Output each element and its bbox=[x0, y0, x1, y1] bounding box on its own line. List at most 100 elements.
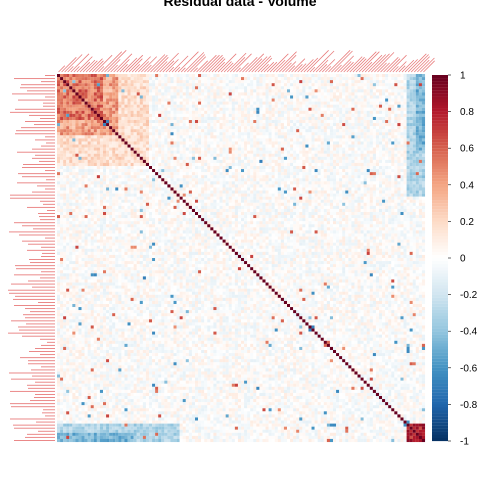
heatmap-cell bbox=[155, 83, 159, 87]
heatmap-cell bbox=[210, 107, 214, 111]
row-label bbox=[17, 151, 55, 153]
heatmap-cell bbox=[112, 120, 116, 124]
heatmap-cell bbox=[311, 113, 315, 117]
heatmap-cell bbox=[87, 184, 91, 188]
heatmap-cell bbox=[115, 190, 119, 194]
heatmap-cell bbox=[63, 178, 67, 182]
heatmap-cell bbox=[299, 98, 303, 102]
heatmap-cell bbox=[158, 156, 162, 160]
heatmap-cell bbox=[259, 144, 263, 148]
heatmap-cell bbox=[152, 178, 156, 182]
heatmap-cell bbox=[106, 120, 110, 124]
column-label bbox=[226, 52, 247, 73]
heatmap-cell bbox=[244, 178, 248, 182]
heatmap-cell bbox=[287, 159, 291, 163]
heatmap-cell bbox=[173, 138, 177, 142]
heatmap-cell bbox=[317, 123, 321, 127]
heatmap-cell bbox=[225, 172, 229, 176]
heatmap-cell bbox=[283, 86, 288, 90]
heatmap-cell bbox=[241, 132, 245, 136]
heatmap-cell bbox=[161, 175, 165, 179]
heatmap-cell bbox=[369, 159, 373, 163]
heatmap-cell bbox=[369, 190, 373, 194]
heatmap-cell bbox=[60, 80, 64, 84]
heatmap-cell bbox=[415, 86, 419, 90]
heatmap-cell bbox=[106, 187, 110, 191]
heatmap-cell bbox=[250, 83, 254, 87]
heatmap-cell bbox=[271, 166, 275, 170]
heatmap-cell bbox=[326, 98, 330, 102]
heatmap-cell bbox=[231, 162, 235, 167]
row-label bbox=[42, 412, 55, 414]
heatmap-cell bbox=[265, 144, 269, 148]
heatmap-cell bbox=[201, 147, 205, 151]
heatmap-cell bbox=[222, 166, 226, 170]
heatmap-cell bbox=[379, 150, 383, 154]
heatmap-cell bbox=[388, 120, 392, 124]
heatmap-cell bbox=[241, 129, 245, 133]
heatmap-cell bbox=[87, 162, 91, 167]
heatmap-cell bbox=[385, 126, 389, 130]
heatmap-cell bbox=[394, 120, 398, 124]
heatmap-cell bbox=[409, 120, 413, 124]
heatmap-cell bbox=[403, 116, 407, 121]
heatmap-cell bbox=[372, 175, 376, 179]
heatmap-cell bbox=[369, 138, 373, 142]
heatmap-cell bbox=[336, 153, 340, 157]
heatmap-cell bbox=[305, 141, 309, 145]
heatmap-cell bbox=[385, 132, 389, 136]
heatmap-cell bbox=[305, 129, 309, 133]
heatmap-cell bbox=[394, 110, 398, 114]
heatmap-cell bbox=[329, 77, 334, 81]
heatmap-cell bbox=[317, 181, 321, 185]
heatmap-cell bbox=[81, 74, 85, 78]
heatmap-cell bbox=[342, 95, 346, 99]
heatmap-cell bbox=[363, 166, 367, 170]
heatmap-cell bbox=[397, 110, 401, 114]
heatmap-cell bbox=[283, 144, 288, 148]
heatmap-cell bbox=[305, 77, 309, 81]
heatmap-cell bbox=[133, 159, 137, 163]
heatmap-cell bbox=[188, 184, 192, 188]
heatmap-cell bbox=[293, 184, 297, 188]
heatmap-cell bbox=[363, 135, 367, 139]
heatmap-cell bbox=[296, 162, 300, 167]
heatmap-cell bbox=[357, 169, 361, 173]
heatmap-cell bbox=[259, 166, 263, 170]
heatmap-cell bbox=[185, 153, 189, 157]
heatmap-cell bbox=[155, 135, 159, 139]
heatmap-cell bbox=[133, 116, 137, 121]
heatmap-cell bbox=[271, 129, 275, 133]
heatmap-cell bbox=[247, 172, 251, 176]
heatmap-cell bbox=[195, 116, 199, 121]
heatmap-cell bbox=[81, 104, 85, 108]
heatmap-cell bbox=[280, 116, 284, 121]
heatmap-cell bbox=[348, 132, 352, 136]
heatmap-cell bbox=[225, 187, 229, 191]
heatmap-cell bbox=[237, 120, 242, 124]
heatmap-cell bbox=[388, 162, 392, 167]
heatmap-cell bbox=[96, 107, 100, 111]
heatmap-cell bbox=[351, 74, 355, 78]
column-label bbox=[383, 57, 399, 73]
heatmap-cell bbox=[195, 166, 199, 170]
heatmap-cell bbox=[78, 166, 82, 170]
heatmap-cell bbox=[329, 162, 334, 167]
heatmap-cell bbox=[329, 95, 334, 99]
heatmap-cell bbox=[99, 107, 104, 111]
heatmap-cell bbox=[109, 83, 113, 87]
heatmap-cell bbox=[305, 123, 309, 127]
heatmap-cell bbox=[139, 89, 143, 93]
heatmap-cell bbox=[210, 138, 214, 142]
heatmap-cell bbox=[293, 150, 297, 154]
heatmap-cell bbox=[149, 120, 153, 124]
column-label bbox=[355, 51, 377, 73]
heatmap-cell bbox=[354, 175, 358, 179]
heatmap-cell bbox=[164, 83, 168, 87]
heatmap-cell bbox=[351, 116, 355, 121]
heatmap-cell bbox=[290, 153, 294, 157]
heatmap-cell bbox=[155, 89, 159, 93]
heatmap-cell bbox=[271, 135, 275, 139]
column-label bbox=[343, 61, 354, 73]
heatmap-cell bbox=[188, 86, 192, 90]
